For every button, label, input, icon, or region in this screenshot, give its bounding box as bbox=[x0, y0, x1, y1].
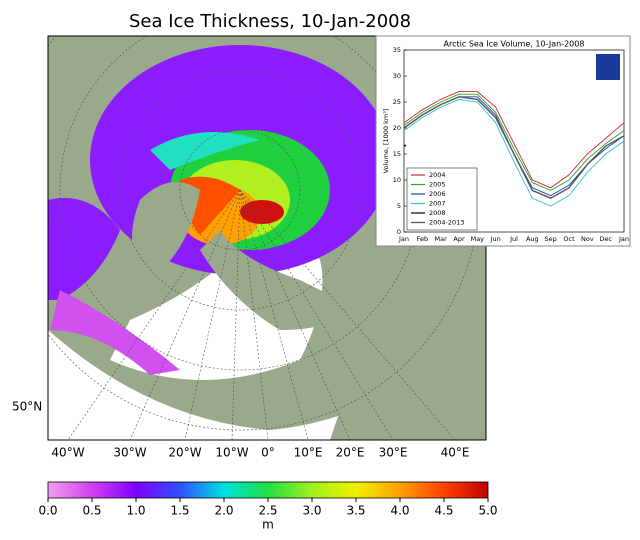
legend-label: 2005 bbox=[429, 181, 446, 189]
lon-label: 40°W bbox=[51, 446, 84, 460]
inset-title: Arctic Sea Ice Volume, 10-Jan-2008 bbox=[444, 40, 585, 49]
logo bbox=[596, 54, 620, 80]
colorbar-tick-label: 3.0 bbox=[302, 504, 321, 518]
series-line bbox=[403, 93, 625, 191]
colorbar-tick-label: 1.0 bbox=[126, 504, 145, 518]
lon-label: 10°W bbox=[215, 446, 248, 460]
x-tick-label: Jun bbox=[490, 235, 501, 243]
y-tick-label: 0 bbox=[397, 228, 401, 236]
lon-label: 30°W bbox=[113, 446, 146, 460]
lon-label: 10°E bbox=[294, 446, 323, 460]
colorbar-tick-label: 5.0 bbox=[478, 504, 497, 518]
y-tick-label: 10 bbox=[393, 176, 401, 184]
x-tick-label: Oct bbox=[563, 235, 575, 243]
y-tick-label: 35 bbox=[393, 46, 401, 54]
series-line bbox=[403, 91, 625, 189]
x-tick-label: Mar bbox=[435, 235, 448, 243]
x-tick-label: Nov bbox=[581, 235, 594, 243]
colorbar-tick-label: 4.5 bbox=[434, 504, 453, 518]
lon-label: 30°E bbox=[379, 446, 408, 460]
y-axis-label: Volume, [1000 km³] bbox=[382, 109, 390, 174]
colorbar-tick-label: 4.0 bbox=[390, 504, 409, 518]
x-tick-label: Jan bbox=[618, 235, 629, 243]
colorbar-tick-label: 1.5 bbox=[170, 504, 189, 518]
lon-label: 40°E bbox=[441, 446, 470, 460]
series-line bbox=[403, 98, 625, 207]
x-tick-label: Jul bbox=[509, 235, 518, 243]
lon-label: 20°E bbox=[336, 446, 365, 460]
x-tick-label: Aug bbox=[526, 235, 539, 243]
colorbar-label: m bbox=[262, 518, 274, 532]
title: Sea Ice Thickness, 10-Jan-2008 bbox=[129, 11, 411, 32]
colorbar-tick-label: 2.0 bbox=[214, 504, 233, 518]
series-line bbox=[403, 96, 625, 199]
colorbar-tick-label: 2.5 bbox=[258, 504, 277, 518]
y-tick-label: 25 bbox=[393, 98, 401, 106]
colorbar-tick-label: 3.5 bbox=[346, 504, 365, 518]
y-tick-label: 5 bbox=[397, 202, 401, 210]
legend-label: 2008 bbox=[429, 209, 446, 217]
x-tick-label: Sep bbox=[545, 235, 557, 243]
lon-label: 0° bbox=[261, 446, 275, 460]
y-tick-label: 20 bbox=[393, 124, 401, 132]
x-tick-label: May bbox=[471, 235, 485, 243]
x-tick-label: Feb bbox=[417, 235, 429, 243]
series-line bbox=[403, 144, 407, 147]
legend-label: 2004-2013 bbox=[429, 219, 464, 227]
y-tick-label: 30 bbox=[393, 72, 401, 80]
colorbar-tick-label: 0.0 bbox=[38, 504, 57, 518]
legend-label: 2004 bbox=[429, 171, 446, 179]
x-tick-label: Dec bbox=[599, 235, 612, 243]
y-tick-label: 15 bbox=[393, 150, 401, 158]
colorbar-tick-label: 0.5 bbox=[82, 504, 101, 518]
legend-label: 2007 bbox=[429, 200, 446, 208]
x-tick-label: Jan bbox=[398, 235, 409, 243]
legend-label: 2006 bbox=[429, 190, 446, 198]
colorbar bbox=[47, 481, 489, 499]
lat-label: 50°N bbox=[12, 400, 42, 414]
legend bbox=[406, 167, 478, 231]
x-tick-label: Apr bbox=[453, 235, 465, 243]
lon-label: 20°W bbox=[168, 446, 201, 460]
